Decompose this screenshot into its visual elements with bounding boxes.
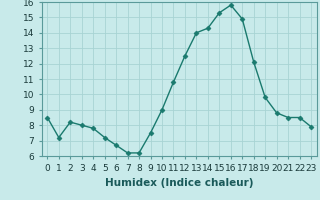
X-axis label: Humidex (Indice chaleur): Humidex (Indice chaleur) <box>105 178 253 188</box>
